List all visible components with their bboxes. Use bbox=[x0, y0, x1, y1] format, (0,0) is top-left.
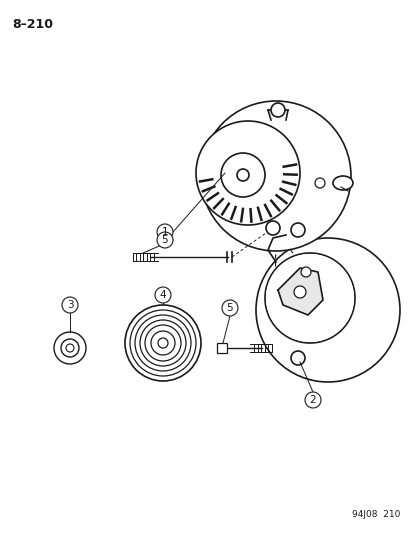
Circle shape bbox=[266, 221, 279, 235]
Circle shape bbox=[66, 344, 74, 352]
Circle shape bbox=[157, 232, 173, 248]
Circle shape bbox=[201, 101, 350, 251]
Ellipse shape bbox=[332, 176, 352, 190]
Circle shape bbox=[157, 224, 173, 240]
Circle shape bbox=[255, 238, 399, 382]
Circle shape bbox=[236, 169, 248, 181]
Circle shape bbox=[290, 223, 304, 237]
Text: 2: 2 bbox=[309, 395, 316, 405]
Circle shape bbox=[271, 103, 284, 117]
Text: 4: 4 bbox=[159, 290, 166, 300]
Circle shape bbox=[151, 331, 175, 355]
Circle shape bbox=[304, 392, 320, 408]
Circle shape bbox=[290, 351, 304, 365]
Circle shape bbox=[264, 253, 354, 343]
Circle shape bbox=[300, 267, 310, 277]
Text: 8–210: 8–210 bbox=[12, 18, 53, 31]
Circle shape bbox=[140, 320, 185, 366]
Text: 5: 5 bbox=[161, 235, 168, 245]
Circle shape bbox=[61, 339, 79, 357]
Circle shape bbox=[145, 325, 180, 361]
Circle shape bbox=[54, 332, 86, 364]
Circle shape bbox=[314, 178, 324, 188]
Text: 5: 5 bbox=[226, 303, 233, 313]
Text: 3: 3 bbox=[66, 300, 73, 310]
Circle shape bbox=[135, 315, 190, 371]
Bar bbox=[216, 343, 226, 353]
Circle shape bbox=[293, 286, 305, 298]
Circle shape bbox=[221, 153, 264, 197]
Text: 1: 1 bbox=[161, 227, 168, 237]
Circle shape bbox=[130, 310, 195, 376]
Circle shape bbox=[158, 338, 168, 348]
Circle shape bbox=[62, 297, 78, 313]
Circle shape bbox=[195, 121, 299, 225]
Circle shape bbox=[266, 254, 353, 342]
Circle shape bbox=[154, 287, 171, 303]
Text: 94J08  210: 94J08 210 bbox=[351, 510, 399, 519]
Circle shape bbox=[125, 305, 201, 381]
Circle shape bbox=[221, 300, 237, 316]
Polygon shape bbox=[277, 268, 322, 315]
